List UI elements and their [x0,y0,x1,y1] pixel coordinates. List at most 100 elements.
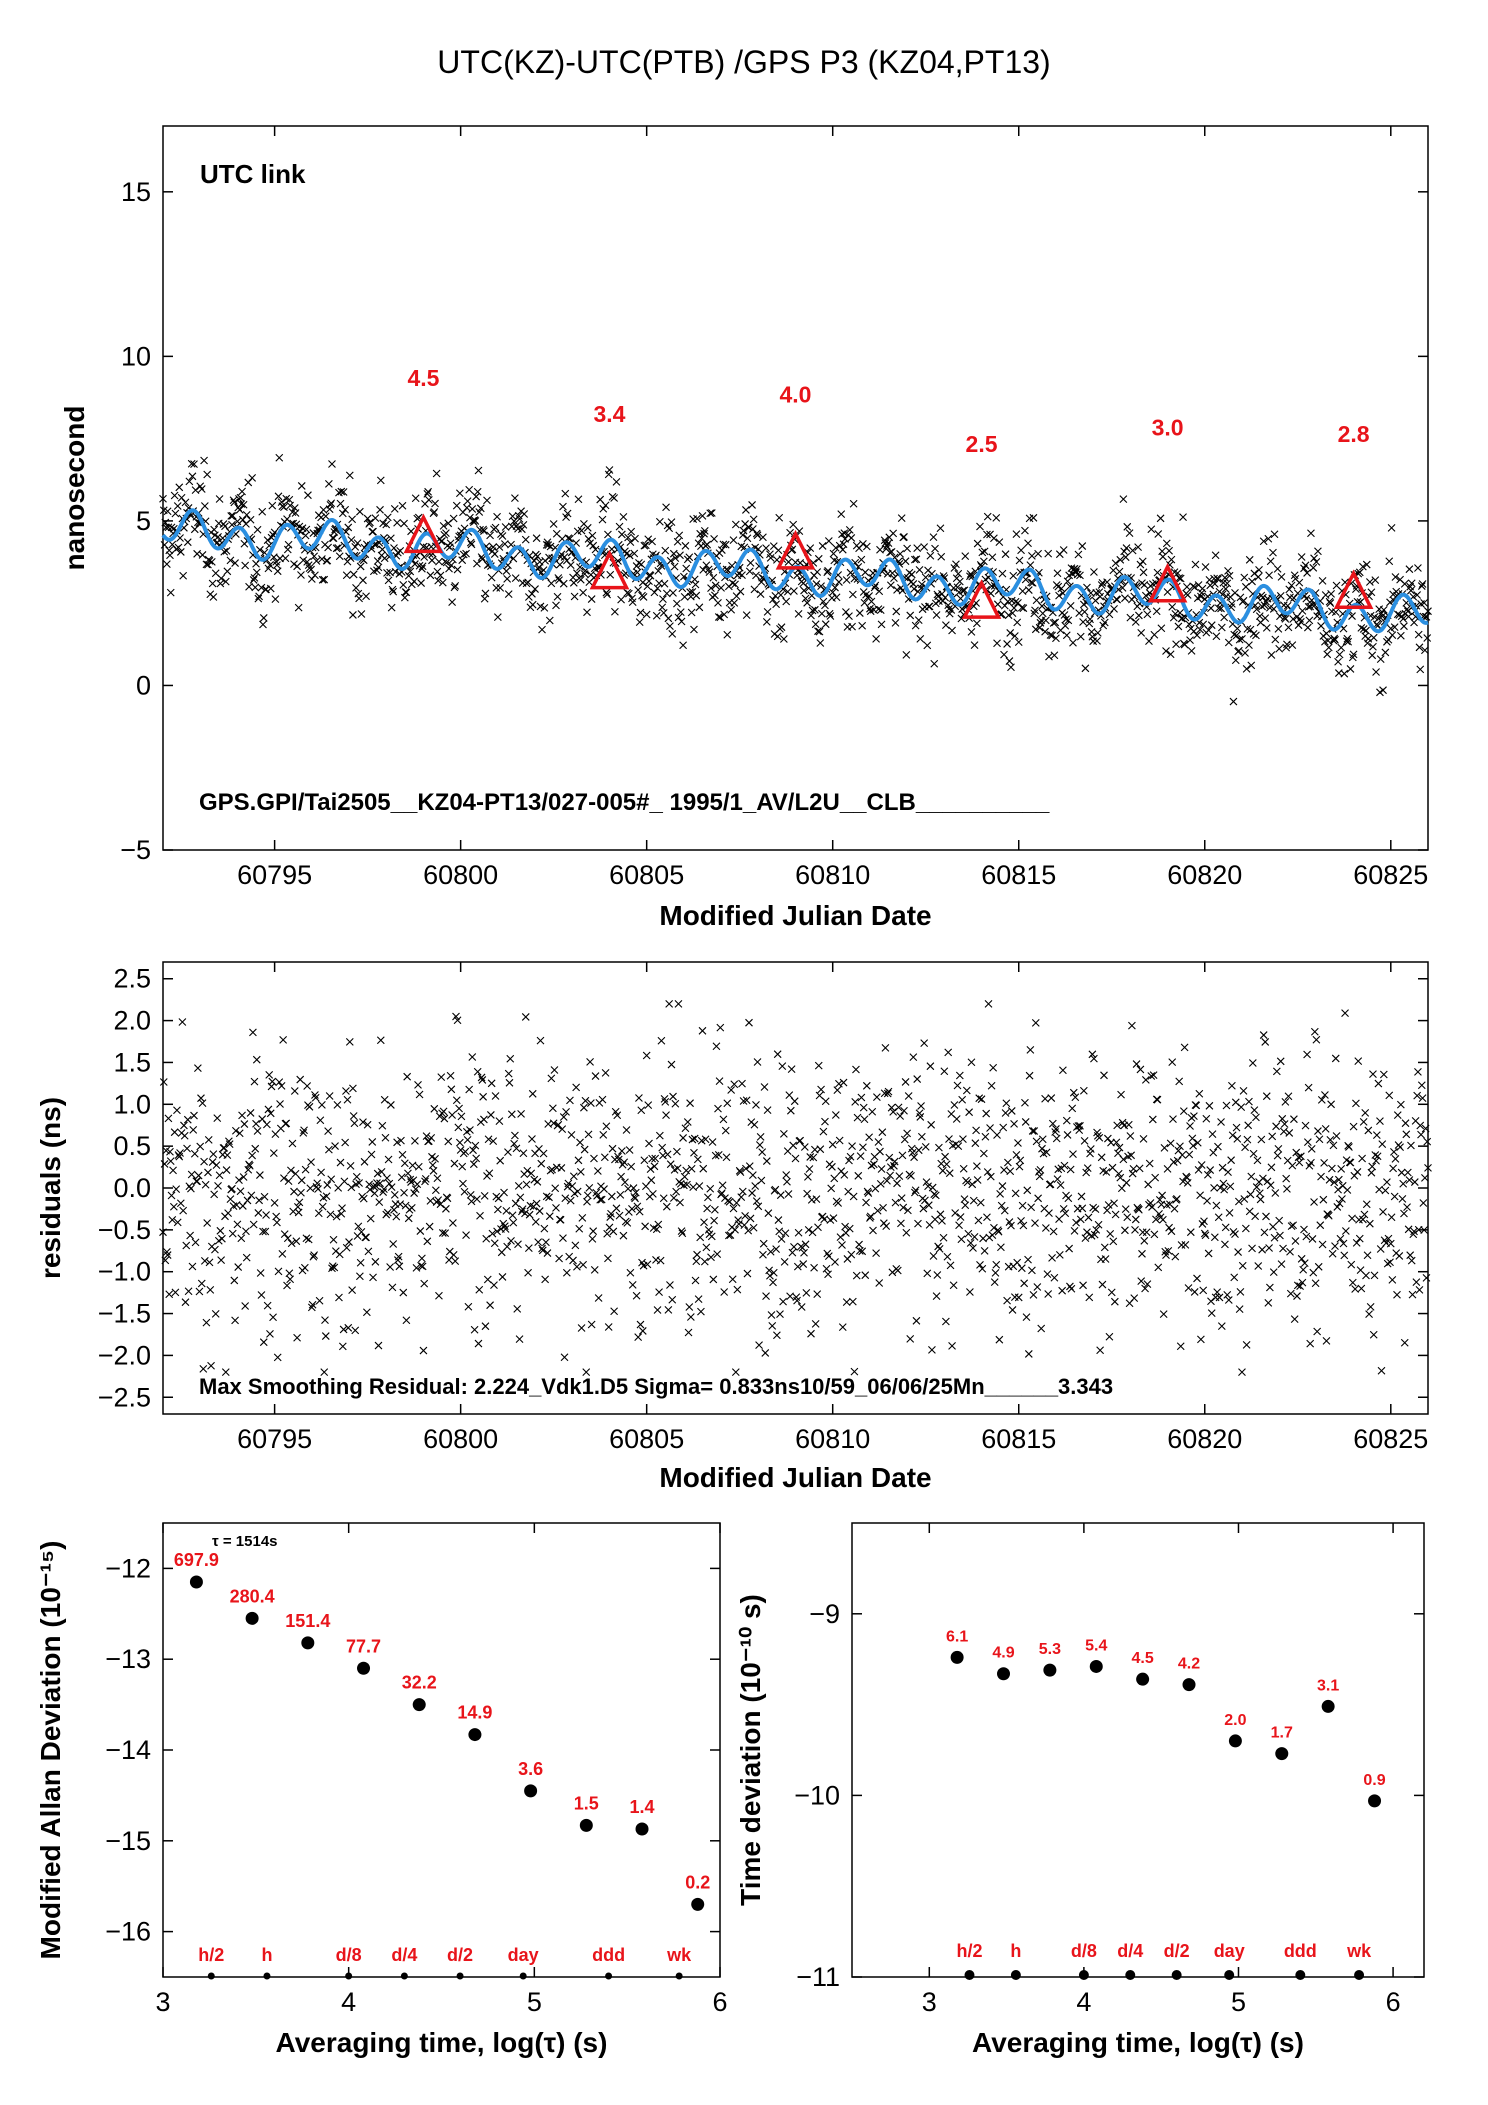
main-point [424,487,432,496]
resid-point [1330,1178,1339,1187]
resid-point [883,1176,891,1185]
main-point [447,561,456,570]
resid-point [1215,1293,1224,1302]
main-triangle [403,513,444,554]
main-point [533,552,542,561]
resid-point [410,1189,419,1197]
main-point [800,586,808,595]
resid-point [545,1212,554,1221]
resid-point [928,1183,937,1192]
resid-point [766,1271,774,1280]
resid-point [198,1099,207,1107]
main-point [423,489,432,498]
resid-point [1115,1143,1124,1152]
main-point [666,556,675,565]
main-point [359,576,367,585]
main-point [467,540,476,549]
main-point [293,562,301,571]
main-point [604,530,612,539]
main-point [546,542,555,551]
main-point [275,453,284,462]
main-point [1391,573,1400,581]
resid-points [159,999,1432,1377]
resid-point [586,1099,595,1108]
main-point [1387,524,1396,532]
main-point [1201,563,1210,571]
resid-point [1412,1278,1421,1286]
main-point [1270,530,1279,539]
resid-point [287,1239,296,1248]
main-point [839,540,848,549]
resid-point [969,1244,977,1252]
resid-point [954,1142,963,1151]
main-point [970,641,979,649]
resid-point [653,1306,662,1314]
resid-point [1028,1266,1036,1275]
main-point [636,608,645,617]
main-point [1305,616,1314,625]
resid-point [1262,1212,1270,1221]
resid-point [998,1182,1007,1190]
resid-point [935,1244,944,1253]
resid-point [511,1199,520,1208]
resid-point [833,1086,842,1094]
main-point [1407,586,1415,595]
main-point [574,495,583,504]
resid-point [1131,1215,1140,1224]
resid-point [251,1144,260,1153]
resid-point [903,1129,912,1138]
resid-point [1018,1201,1027,1210]
resid-point [882,1222,891,1231]
mdev-point-label: 1.5 [574,1793,599,1813]
resid-point [655,1131,664,1140]
resid-point [828,1140,837,1149]
main-point [1014,638,1023,647]
main-point [650,588,659,597]
resid-point [821,1117,829,1126]
resid-point [862,1081,871,1090]
resid-point [1123,1213,1132,1222]
main-triangle-label: 2.5 [966,431,998,457]
main-point [1097,581,1106,589]
mdev-marker-dot [675,1972,683,1980]
resid-point [1252,1113,1260,1122]
mdev-point [189,1575,203,1589]
main-point [631,534,639,543]
resid-point [300,1263,309,1272]
main-point [1041,627,1049,636]
resid-point [941,1317,950,1326]
resid-point [1335,1199,1344,1208]
resid-point [646,1165,655,1174]
resid-point [722,1153,731,1162]
resid-point [756,1132,765,1141]
resid-point [166,1147,174,1156]
resid-point [659,1194,668,1203]
resid-point [1272,1122,1280,1131]
main-point [495,543,504,551]
resid-point [400,1159,409,1168]
resid-point [853,1113,862,1122]
resid-point [343,1095,352,1104]
resid-point [411,1185,420,1193]
main-point [659,595,667,603]
resid-point [1007,1107,1016,1115]
resid-point [816,1145,825,1154]
main-point [716,613,725,622]
resid-point [551,1184,560,1193]
resid-point [424,1137,433,1146]
main-point [993,600,1002,609]
resid-point [745,1162,754,1170]
resid-point [425,1222,434,1231]
resid-point [369,1273,377,1282]
main-point [1399,614,1408,623]
resid-point [302,1234,311,1243]
main-point [777,623,786,632]
main-point [1210,579,1219,588]
resid-point [223,1151,232,1160]
main-point [759,533,767,542]
resid-point [366,1185,374,1194]
resid-point [1267,1163,1276,1172]
resid-point [1417,1081,1426,1090]
resid-point [628,1204,636,1213]
resid-point [614,1155,623,1164]
